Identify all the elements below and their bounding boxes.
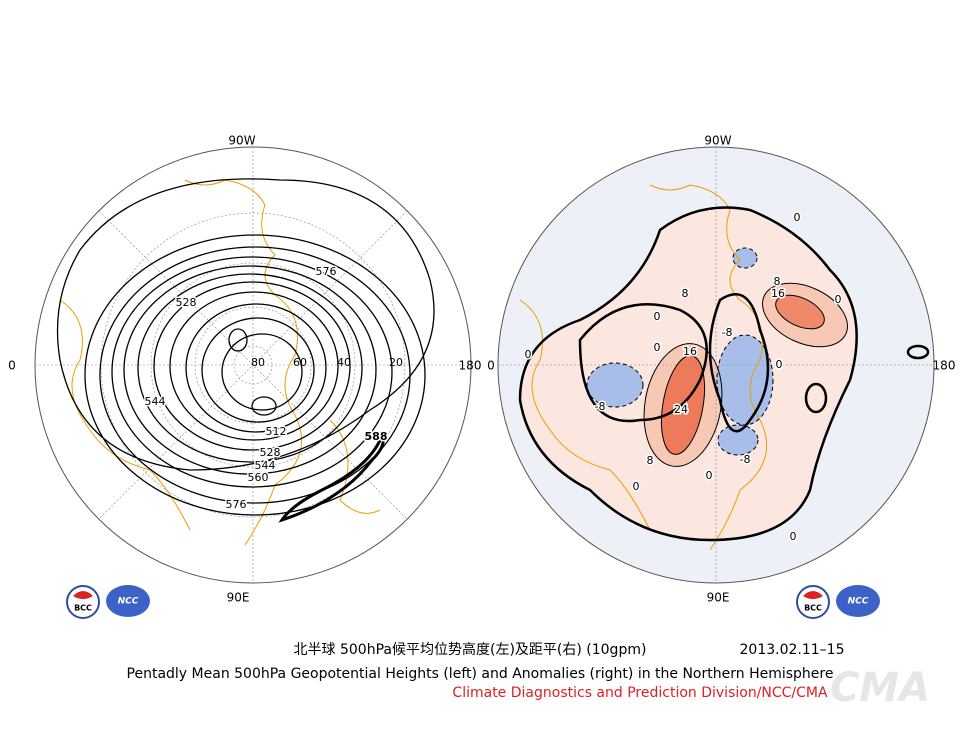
negative-contours [586,247,774,456]
contour-label: 544 [255,459,276,472]
contour-label: 0 [794,211,801,224]
lon-label: 90E [227,591,250,605]
lon-label: 180 [933,359,956,373]
logo-text: BCC [804,604,822,613]
contour-label: 8 [647,454,654,467]
lon-label: 180 [459,359,482,373]
contour-label: 528 [260,446,281,459]
date: 2013.02.11–15 [740,642,845,658]
lon-label: 0 [8,359,16,373]
logo-text: NCC [118,597,139,607]
contour-label: 24 [674,403,688,416]
contour-label: 560 [248,471,269,484]
height-contours [56,178,435,523]
contour-label: 544 [145,395,166,408]
contour-label: 8 [774,275,781,288]
contour-label: 0 [706,469,713,482]
lon-label: 0 [487,359,495,373]
coastline [59,179,381,546]
credit: Climate Diagnostics and Prediction Divis… [452,685,828,701]
contour-label: 0 [525,348,532,361]
coastline [519,184,768,551]
contour-label: 0 [654,341,661,354]
title-en: Pentadly Mean 500hPa Geopotential Height… [127,666,834,682]
contour-label: -8 [595,400,606,413]
logo-text: BCC [74,604,92,613]
contour-label: 0 [654,310,661,323]
zero-contours [518,206,930,542]
contour-label: 588 [365,430,388,443]
contour-label: 16 [683,345,697,358]
contour-label: 8 [682,287,689,300]
logos: BCC NCC BCC NCC [66,585,880,619]
contour-label: 0 [633,480,640,493]
contour-label: 0 [835,293,842,306]
contour-label: 0 [790,530,797,543]
contour-label: 528 [176,296,197,309]
left-map: 90W 0 180 90E 80 60 40 20 57652854458851… [8,134,481,605]
contour-label: -8 [740,453,751,466]
lon-label: 90E [707,591,730,605]
lat-label: 60 [293,356,307,369]
contour-label: 576 [316,265,337,278]
contour-label: 0 [776,358,783,371]
lon-label: 90W [228,134,255,148]
lat-label: 20 [389,356,403,369]
title-cn: 北半球 500hPa候平均位势高度(左)及距平(右) (10gpm) [294,641,647,658]
positive-contours [643,282,848,467]
lat-label: 40 [337,356,351,369]
lat-labels: 80 60 40 20 [251,356,403,369]
lat-label: 80 [251,356,265,369]
logo-text: NCC [848,597,869,607]
lon-label: 90W [704,134,731,148]
contour-label: 576 [226,498,247,511]
contour-label: 16 [771,287,785,300]
watermark: CMA [830,665,930,711]
contour-label: -8 [722,326,733,339]
contour-label: 512 [266,425,287,438]
